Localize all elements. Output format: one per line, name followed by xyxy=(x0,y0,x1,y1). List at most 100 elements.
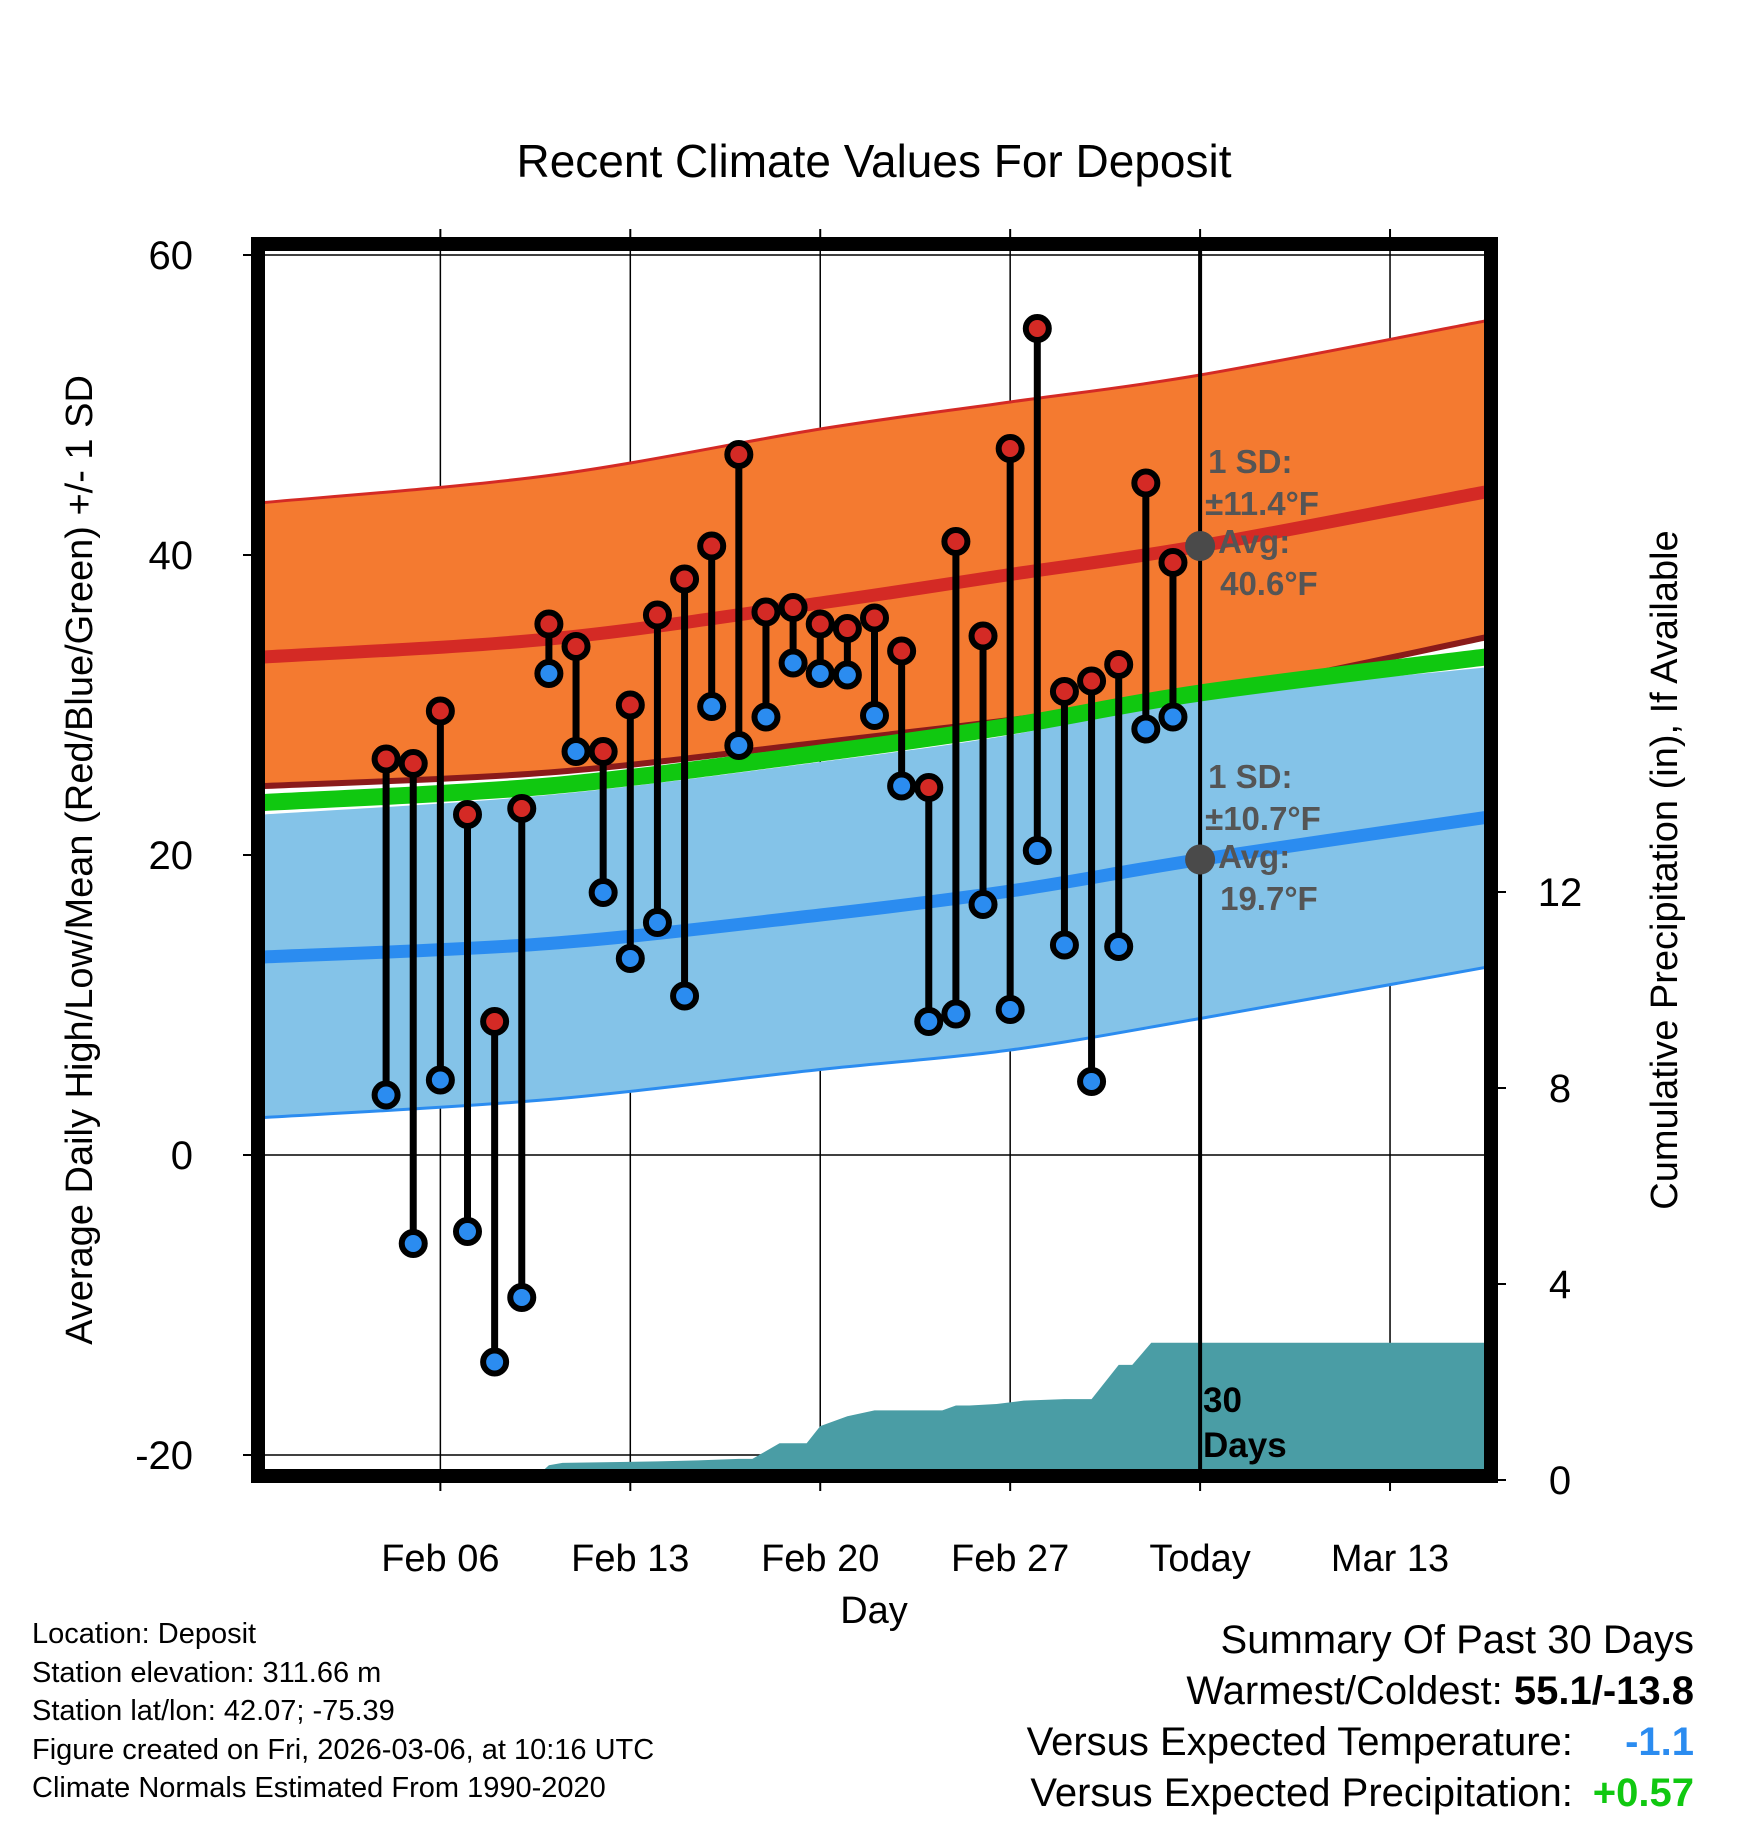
daily-low-point xyxy=(561,737,591,766)
daily-low-point xyxy=(1022,836,1052,865)
x-tick-label: Feb 20 xyxy=(761,1538,879,1580)
daily-high-point xyxy=(507,794,537,823)
plot-frame xyxy=(251,237,1498,1483)
low-sd-band xyxy=(264,667,1485,1118)
precip-days-label: 30 xyxy=(1203,1381,1242,1420)
high-normal-line xyxy=(264,485,1485,664)
y-axis-right: 12 8 4 0 xyxy=(1485,871,1582,1503)
y2-tick-label: 12 xyxy=(1538,871,1583,915)
x-tick-label: Feb 06 xyxy=(381,1538,499,1580)
daily-high-point xyxy=(1104,650,1134,679)
daily-low-point xyxy=(398,1229,428,1258)
daily-low-point xyxy=(480,1347,510,1377)
daily-high-point xyxy=(615,690,645,720)
daily-high-point xyxy=(588,737,618,766)
daily-high-point xyxy=(1077,666,1107,696)
high-avg-marker xyxy=(1185,531,1216,561)
daily-high-point xyxy=(670,564,700,594)
y-tick-label: 40 xyxy=(149,534,194,578)
daily-low-point xyxy=(832,660,862,690)
daily-high-point xyxy=(1158,548,1188,577)
high-sd-annotation-line: ±11.4°F xyxy=(1205,485,1319,522)
daily-low-point xyxy=(371,1080,401,1110)
daily-high-point xyxy=(1022,314,1052,343)
x-tick-label: Feb 13 xyxy=(571,1538,689,1580)
daily-high-point xyxy=(425,696,455,726)
daily-low-point xyxy=(670,981,700,1011)
summary-title: Summary Of Past 30 Days xyxy=(1220,1618,1694,1662)
daily-low-point xyxy=(914,1007,944,1036)
y2-tick-label: 8 xyxy=(1549,1067,1571,1111)
daily-low-point xyxy=(724,731,754,760)
daily-high-point xyxy=(941,527,971,556)
daily-low-point xyxy=(1131,714,1161,744)
y-tick-label: 20 xyxy=(149,834,194,878)
y-tick-label: 60 xyxy=(149,234,194,278)
daily-high-low xyxy=(371,314,1188,1377)
daily-low-point xyxy=(860,701,889,730)
daily-low-point xyxy=(941,999,971,1029)
latlon-text: Station lat/lon: 42.07; -75.39 xyxy=(32,1695,395,1727)
warmest-coldest-label: Warmest/Coldest: xyxy=(1186,1669,1503,1713)
temp-label: Versus Expected Temperature: xyxy=(1026,1720,1573,1764)
daily-low-point xyxy=(1104,932,1134,961)
daily-low-point xyxy=(1158,702,1188,732)
daily-low-point xyxy=(615,944,645,973)
daily-low-point xyxy=(995,995,1025,1024)
low-sd-annotation-line: 1 SD: xyxy=(1208,758,1292,795)
summary-warmest-coldest: Warmest/Coldest: 55.1/-13.8 xyxy=(1027,1666,1694,1717)
high-sd-band xyxy=(264,321,1485,786)
created-text: Figure created on Fri, 2026-03-06, at 10… xyxy=(32,1733,655,1766)
daily-high-point xyxy=(697,531,727,561)
chart-title: Recent Climate Values For Deposit xyxy=(517,135,1232,187)
high-upper-edge xyxy=(264,319,1485,504)
daily-high-point xyxy=(995,434,1025,463)
daily-high-point xyxy=(1049,677,1079,706)
y2-axis-label: Cumulative Precipitation (in), If Availa… xyxy=(1644,530,1686,1209)
precip-days-label: Days xyxy=(1203,1426,1287,1465)
low-sd-annotation-line: 19.7°F xyxy=(1220,880,1318,917)
daily-high-point xyxy=(778,593,808,622)
daily-high-point xyxy=(805,609,835,639)
daily-high-point xyxy=(534,609,564,639)
daily-high-point xyxy=(751,597,781,627)
daily-high-point xyxy=(453,800,482,829)
daily-high-point xyxy=(914,773,944,802)
summary-temp: Versus Expected Temperature: -1.1 xyxy=(1027,1717,1694,1768)
daily-high-point xyxy=(832,614,862,643)
y2-tick-label: 4 xyxy=(1549,1263,1571,1307)
x-axis-label: Day xyxy=(840,1590,908,1632)
x-tick-label: Today xyxy=(1149,1538,1250,1580)
precipitation-area xyxy=(532,1342,1485,1470)
daily-low-point xyxy=(805,659,835,688)
high-sd-annotation-line: 1 SD: xyxy=(1208,443,1292,480)
low-sd-annotation-line: ±10.7°F xyxy=(1205,800,1321,837)
x-tick-label: Mar 13 xyxy=(1331,1538,1449,1580)
y2-tick-label: 0 xyxy=(1549,1459,1571,1503)
daily-high-point xyxy=(968,621,998,651)
daily-low-point xyxy=(1077,1067,1107,1096)
low-normal-line xyxy=(264,811,1485,964)
normals-text: Climate Normals Estimated From 1990-2020 xyxy=(32,1772,606,1804)
daily-high-point xyxy=(398,749,428,778)
high-sd-annotation-line: Avg: xyxy=(1218,523,1290,560)
y-tick-label: 0 xyxy=(171,1134,193,1178)
y-tick-label: -20 xyxy=(135,1434,193,1478)
daily-low-point xyxy=(534,659,564,688)
daily-low-point xyxy=(1049,930,1079,960)
x-axis: Feb 06 Feb 13 Feb 20 Feb 27 Today Mar 13 xyxy=(381,229,1449,1580)
summary-precip: Versus Expected Precipitation: +0.57 xyxy=(1027,1768,1694,1819)
elevation-text: Station elevation: 311.66 m xyxy=(32,1656,382,1689)
daily-high-point xyxy=(724,440,754,469)
location-text: Location: Deposit xyxy=(32,1618,257,1650)
precip-area xyxy=(532,1342,1485,1470)
daily-low-point xyxy=(697,692,727,721)
low-sd-annotation-line: Avg: xyxy=(1218,838,1290,875)
y-axis-left: 60 40 20 0 -20 xyxy=(135,234,264,1478)
daily-low-point xyxy=(453,1217,482,1246)
high-sd-annotation-line: 40.6°F xyxy=(1220,565,1318,602)
precip-value: +0.57 xyxy=(1592,1771,1694,1815)
temp-value: -1.1 xyxy=(1625,1720,1694,1764)
station-info: Location: Deposit Station elevation: 311… xyxy=(32,1615,654,1808)
